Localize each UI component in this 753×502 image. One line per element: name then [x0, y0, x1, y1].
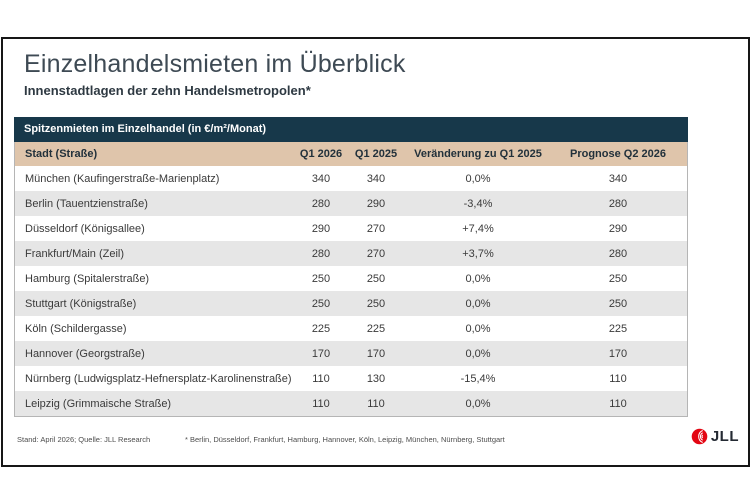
table-caption: Spitzenmieten im Einzelhandel (in €/m²/M…: [14, 117, 688, 142]
content-frame: Einzelhandelsmieten im Überblick Innenst…: [1, 37, 750, 467]
cell-change: +7,4%: [462, 222, 494, 235]
cell-q1_2025: 340: [366, 172, 386, 185]
cell-q1_2025: 270: [366, 222, 386, 235]
source-note: Stand: April 2026; Quelle: JLL Research: [17, 435, 151, 444]
cell-forecast: 110: [609, 372, 627, 385]
cell-q1_2026: 280: [311, 247, 331, 260]
cell-change: -3,4%: [463, 197, 493, 210]
cell-q1_2025: 250: [366, 272, 386, 285]
cell-q1_2026: 290: [311, 222, 331, 235]
table-row: Hamburg (Spitalerstraße) 250 250 0,0% 250: [15, 266, 687, 291]
table-row: Düsseldorf (Königsallee) 290 270 +7,4% 290: [15, 216, 687, 241]
cell-city: Hamburg (Spitalerstraße): [25, 272, 150, 285]
table-row: Leipzig (Grimmaische Straße) 110 110 0,0% 11…: [15, 391, 687, 416]
table-row: Hannover (Georgstraße) 170 170 0,0% 170: [15, 341, 687, 366]
column-header-city: Stadt (Straße): [25, 148, 98, 160]
cell-q1_2026: 110: [312, 372, 330, 385]
cell-forecast: 250: [608, 272, 628, 285]
cell-city: Stuttgart (Königstraße): [25, 297, 137, 310]
column-header-forecast: Prognose Q2 2026: [570, 148, 666, 160]
cell-q1_2025: 225: [366, 322, 386, 335]
cell-city: Berlin (Tauentzienstraße): [25, 197, 148, 210]
cell-city: Düsseldorf (Königsallee): [25, 222, 145, 235]
cell-q1_2026: 340: [311, 172, 331, 185]
cell-city: Köln (Schildergasse): [25, 322, 127, 335]
cell-forecast: 340: [608, 172, 628, 185]
cell-forecast: 110: [609, 397, 627, 410]
cell-forecast: 250: [608, 297, 628, 310]
cell-city: Nürnberg (Ludwigsplatz-Hefnersplatz-Karo…: [25, 372, 292, 385]
cell-q1_2026: 280: [311, 197, 331, 210]
cell-change: 0,0%: [465, 322, 491, 335]
cell-change: +3,7%: [462, 247, 494, 260]
cell-change: 0,0%: [465, 272, 491, 285]
cell-change: 0,0%: [465, 297, 491, 310]
column-header-q1-2025: Q1 2025: [354, 148, 398, 160]
jll-logo: JLL: [691, 428, 739, 445]
table-row: Frankfurt/Main (Zeil) 280 270 +3,7% 280: [15, 241, 687, 266]
footnote: * Berlin, Düsseldorf, Frankfurt, Hamburg…: [185, 435, 505, 444]
column-header-change: Veränderung zu Q1 2025: [414, 148, 542, 160]
page-title: Einzelhandelsmieten im Überblick: [24, 50, 406, 78]
table-row: Berlin (Tauentzienstraße) 280 290 -3,4% 280: [15, 191, 687, 216]
cell-city: Hannover (Georgstraße): [25, 347, 145, 360]
cell-forecast: 225: [608, 322, 628, 335]
cell-q1_2026: 110: [312, 397, 330, 410]
table-row: Stuttgart (Königstraße) 250 250 0,0% 250: [15, 291, 687, 316]
page-subtitle: Innenstadtlagen der zehn Handelsmetropol…: [24, 83, 311, 98]
cell-city: Leipzig (Grimmaische Straße): [25, 397, 172, 410]
jll-logo-icon: [691, 428, 708, 445]
column-header-q1-2026: Q1 2026: [299, 148, 343, 160]
rents-table: Spitzenmieten im Einzelhandel (in €/m²/M…: [14, 117, 688, 417]
table-row: Köln (Schildergasse) 225 225 0,0% 225: [15, 316, 687, 341]
cell-change: 0,0%: [465, 347, 491, 360]
cell-forecast: 290: [608, 222, 628, 235]
cell-forecast: 280: [608, 247, 628, 260]
cell-city: München (Kaufingerstraße-Marienplatz): [25, 172, 220, 185]
cell-change: 0,0%: [465, 397, 491, 410]
cell-change: -15,4%: [460, 372, 496, 385]
cell-q1_2026: 170: [311, 347, 331, 360]
cell-q1_2026: 225: [311, 322, 331, 335]
cell-q1_2025: 130: [366, 372, 386, 385]
cell-q1_2025: 110: [367, 397, 385, 410]
jll-logo-text: JLL: [710, 428, 739, 445]
table-header-row: Stadt (Straße) Q1 2026 Q1 2025 Veränderu…: [15, 142, 687, 166]
cell-forecast: 170: [608, 347, 628, 360]
cell-q1_2025: 290: [366, 197, 386, 210]
cell-q1_2026: 250: [311, 297, 331, 310]
cell-change: 0,0%: [465, 172, 491, 185]
table-row: Nürnberg (Ludwigsplatz-Hefnersplatz-Karo…: [15, 366, 687, 391]
cell-q1_2026: 250: [311, 272, 331, 285]
cell-q1_2025: 250: [366, 297, 386, 310]
table-row: München (Kaufingerstraße-Marienplatz) 340…: [15, 166, 687, 191]
table-body: München (Kaufingerstraße-Marienplatz) 340…: [15, 166, 687, 416]
cell-forecast: 280: [608, 197, 628, 210]
cell-city: Frankfurt/Main (Zeil): [25, 247, 125, 260]
cell-q1_2025: 270: [366, 247, 386, 260]
cell-q1_2025: 170: [366, 347, 386, 360]
